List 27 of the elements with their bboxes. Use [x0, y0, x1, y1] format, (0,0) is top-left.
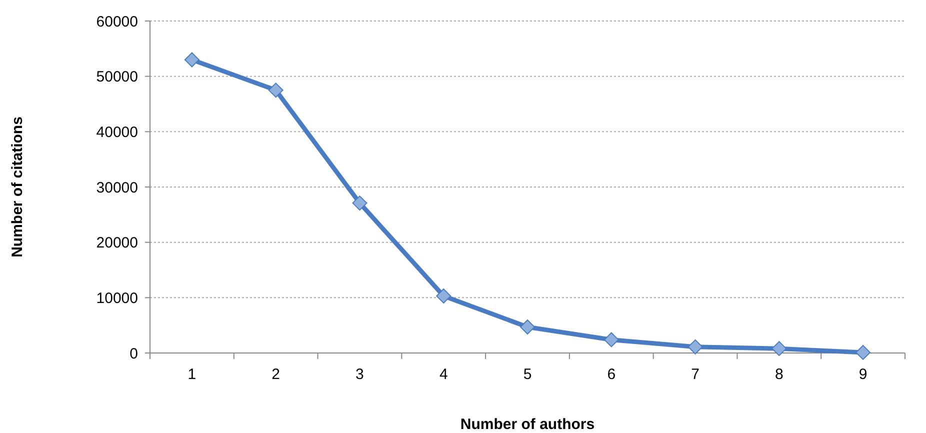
- point: [856, 344, 871, 360]
- point: [604, 332, 619, 348]
- x-tick-label: 5: [523, 366, 532, 383]
- y-tick-label: 40000: [96, 124, 138, 141]
- x-tick-label: 6: [607, 366, 616, 383]
- x-tick-label: 9: [858, 366, 868, 383]
- x-tick-label: 3: [356, 366, 364, 383]
- y-tick-label: 10000: [96, 290, 138, 307]
- y-tick-label: 20000: [96, 234, 138, 252]
- point: [268, 82, 284, 98]
- point: [436, 288, 452, 304]
- point: [184, 52, 200, 68]
- y-axis-title: Number of citations: [9, 116, 26, 258]
- y-tick-label: 50000: [96, 68, 138, 86]
- y-tick-label: 30000: [96, 179, 138, 196]
- x-axis-title: Number of authors: [460, 416, 595, 433]
- x-tick-label: 8: [774, 366, 784, 383]
- point: [352, 196, 368, 211]
- y-tick-label: 0: [130, 345, 138, 362]
- point: [520, 319, 535, 334]
- x-tick-label: 7: [691, 366, 700, 383]
- x-tick-label: 1: [188, 366, 196, 383]
- point: [772, 341, 787, 356]
- x-tick-label: 2: [272, 366, 280, 383]
- point: [688, 339, 703, 354]
- y-tick-label: 60000: [96, 13, 138, 30]
- x-tick-label: 4: [439, 366, 448, 383]
